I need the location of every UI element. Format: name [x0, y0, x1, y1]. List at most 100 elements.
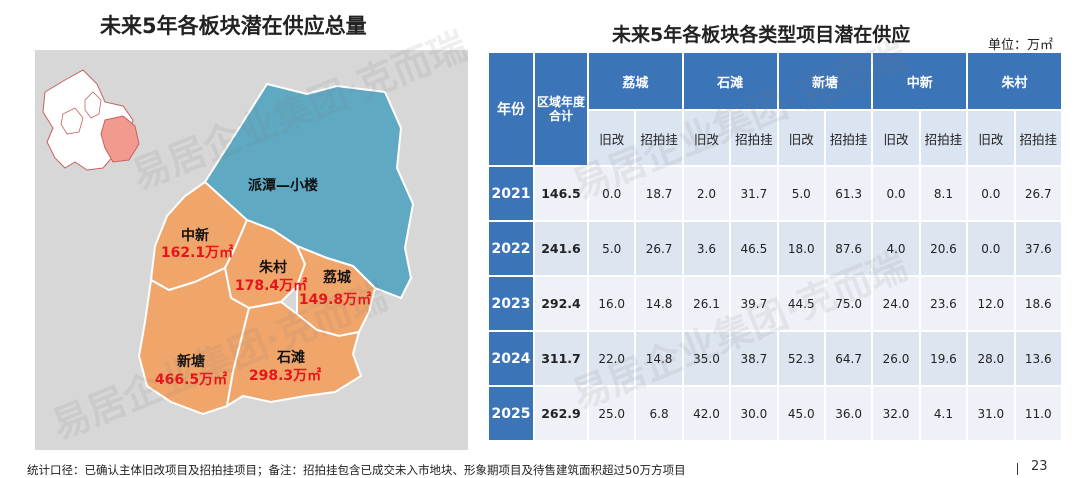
right-chart-title: 未来5年各板块各类型项目潜在供应 — [612, 24, 911, 46]
value-cell: 4.0 — [873, 222, 919, 275]
table-row: 2021 146.5 0.0 18.7 2.0 31.7 5.0 61.3 0.0 8.1 0.0 2… — [489, 167, 1061, 220]
value-licheng: 149.8万㎡ — [299, 291, 371, 308]
type-header-land-auction: 招拍挂 — [731, 111, 777, 165]
page-divider — [1017, 463, 1018, 475]
value-cell: 31.7 — [731, 167, 777, 220]
region-header-shitan: 石滩 — [683, 53, 777, 109]
value-cell: 8.1 — [920, 167, 967, 220]
type-header-old-renovation: 旧改 — [683, 111, 730, 165]
region-header-xintang: 新塘 — [778, 53, 872, 109]
value-cell: 11.0 — [1015, 387, 1061, 440]
value-cell: 0.0 — [968, 222, 1014, 275]
label-zhucun: 朱村 — [259, 259, 287, 276]
value-cell: 35.0 — [683, 332, 730, 385]
value-cell: 64.7 — [825, 332, 872, 385]
total-cell: 262.9 — [535, 387, 587, 440]
supply-table: 年份 区域年度合计 荔城 石滩 新塘 中新 朱村 旧改 招拍挂 旧改 招拍挂 旧… — [487, 51, 1063, 442]
value-cell: 28.0 — [968, 332, 1014, 385]
value-cell: 16.0 — [589, 277, 635, 330]
year-cell: 2021 — [489, 167, 533, 220]
table-row: 2025 262.9 25.0 6.8 42.0 30.0 45.0 36.0 32.0 4.1 3… — [489, 387, 1061, 440]
district-map: 派潭—小楼 中新 162.1万㎡ 朱村 178.4万㎡ 荔城 149.8万㎡ 新… — [35, 50, 468, 450]
value-cell: 26.0 — [873, 332, 919, 385]
total-cell: 311.7 — [535, 332, 587, 385]
unit-label: 单位：万㎡ — [988, 38, 1054, 53]
value-cell: 0.0 — [873, 167, 919, 220]
total-header: 区域年度合计 — [535, 53, 587, 165]
year-cell: 2022 — [489, 222, 533, 275]
page-number: 23 — [1031, 459, 1048, 474]
total-cell: 146.5 — [535, 167, 587, 220]
value-cell: 5.0 — [589, 222, 635, 275]
label-xintang: 新塘 — [177, 353, 205, 370]
value-cell: 6.8 — [636, 387, 682, 440]
label-licheng: 荔城 — [322, 269, 351, 286]
value-cell: 13.6 — [1015, 332, 1061, 385]
value-cell: 30.0 — [731, 387, 777, 440]
type-header-old-renovation: 旧改 — [968, 111, 1014, 165]
label-zhongxin: 中新 — [181, 227, 209, 244]
inset-locator-map — [42, 69, 140, 171]
inset-highlight-area — [100, 115, 140, 163]
region-shitan — [225, 300, 363, 409]
value-cell: 0.0 — [589, 167, 635, 220]
region-header-licheng: 荔城 — [589, 53, 682, 109]
value-cell: 4.1 — [920, 387, 967, 440]
value-cell: 18.7 — [636, 167, 682, 220]
label-shitan: 石滩 — [276, 349, 305, 366]
year-cell: 2024 — [489, 332, 533, 385]
value-cell: 75.0 — [825, 277, 872, 330]
value-cell: 36.0 — [825, 387, 872, 440]
type-header-land-auction: 招拍挂 — [1015, 111, 1061, 165]
value-cell: 32.0 — [873, 387, 919, 440]
value-cell: 14.8 — [636, 332, 682, 385]
value-cell: 37.6 — [1015, 222, 1061, 275]
value-xintang: 466.5万㎡ — [155, 371, 227, 388]
year-header: 年份 — [489, 53, 533, 165]
value-cell: 26.1 — [683, 277, 730, 330]
region-header-zhongxin: 中新 — [873, 53, 967, 109]
region-header-zhucun: 朱村 — [968, 53, 1061, 109]
value-cell: 5.0 — [778, 167, 824, 220]
value-cell: 42.0 — [683, 387, 730, 440]
year-cell: 2023 — [489, 277, 533, 330]
value-cell: 26.7 — [1015, 167, 1061, 220]
value-cell: 46.5 — [731, 222, 777, 275]
value-cell: 18.6 — [1015, 277, 1061, 330]
value-zhongxin: 162.1万㎡ — [161, 244, 233, 261]
value-shitan: 298.3万㎡ — [249, 367, 321, 384]
label-paitan-xiaolou: 派潭—小楼 — [248, 177, 318, 194]
value-cell: 2.0 — [683, 167, 730, 220]
value-cell: 87.6 — [825, 222, 872, 275]
table-row: 2022 241.6 5.0 26.7 3.6 46.5 18.0 87.6 4.0 20.6 0.… — [489, 222, 1061, 275]
table-row: 2024 311.7 22.0 14.8 35.0 38.7 52.3 64.7 26.0 19.… — [489, 332, 1061, 385]
type-header-old-renovation: 旧改 — [873, 111, 919, 165]
value-cell: 0.0 — [968, 167, 1014, 220]
value-cell: 18.0 — [778, 222, 824, 275]
value-cell: 44.5 — [778, 277, 824, 330]
value-cell: 3.6 — [683, 222, 730, 275]
total-cell: 241.6 — [535, 222, 587, 275]
value-cell: 52.3 — [778, 332, 824, 385]
value-cell: 39.7 — [731, 277, 777, 330]
type-header-land-auction: 招拍挂 — [636, 111, 682, 165]
table-body: 2021 146.5 0.0 18.7 2.0 31.7 5.0 61.3 0.0 8.1 0.0 2… — [489, 167, 1061, 440]
region-header-row: 年份 区域年度合计 荔城 石滩 新塘 中新 朱村 — [489, 53, 1061, 165]
map-svg: 派潭—小楼 中新 162.1万㎡ 朱村 178.4万㎡ 荔城 149.8万㎡ 新… — [42, 69, 415, 416]
type-header-land-auction: 招拍挂 — [920, 111, 967, 165]
value-cell: 14.8 — [636, 277, 682, 330]
type-header-row: 旧改 招拍挂 旧改 招拍挂 旧改 招拍挂 旧改 招拍挂 旧改 招拍挂 — [489, 111, 1061, 165]
value-cell: 31.0 — [968, 387, 1014, 440]
value-cell: 26.7 — [636, 222, 682, 275]
value-cell: 20.6 — [920, 222, 967, 275]
footnote: 统计口径：已确认主体旧改项目及招拍挂项目；备注：招拍挂包含已成交未入市地块、形象… — [27, 463, 686, 477]
table-row: 2023 292.4 16.0 14.8 26.1 39.7 44.5 75.0 24.0 23.… — [489, 277, 1061, 330]
value-cell: 45.0 — [778, 387, 824, 440]
district-regions — [137, 82, 415, 416]
left-chart-title: 未来5年各板块潜在供应总量 — [100, 14, 367, 38]
type-header-old-renovation: 旧改 — [778, 111, 824, 165]
value-cell: 38.7 — [731, 332, 777, 385]
value-cell: 61.3 — [825, 167, 872, 220]
value-cell: 12.0 — [968, 277, 1014, 330]
year-cell: 2025 — [489, 387, 533, 440]
